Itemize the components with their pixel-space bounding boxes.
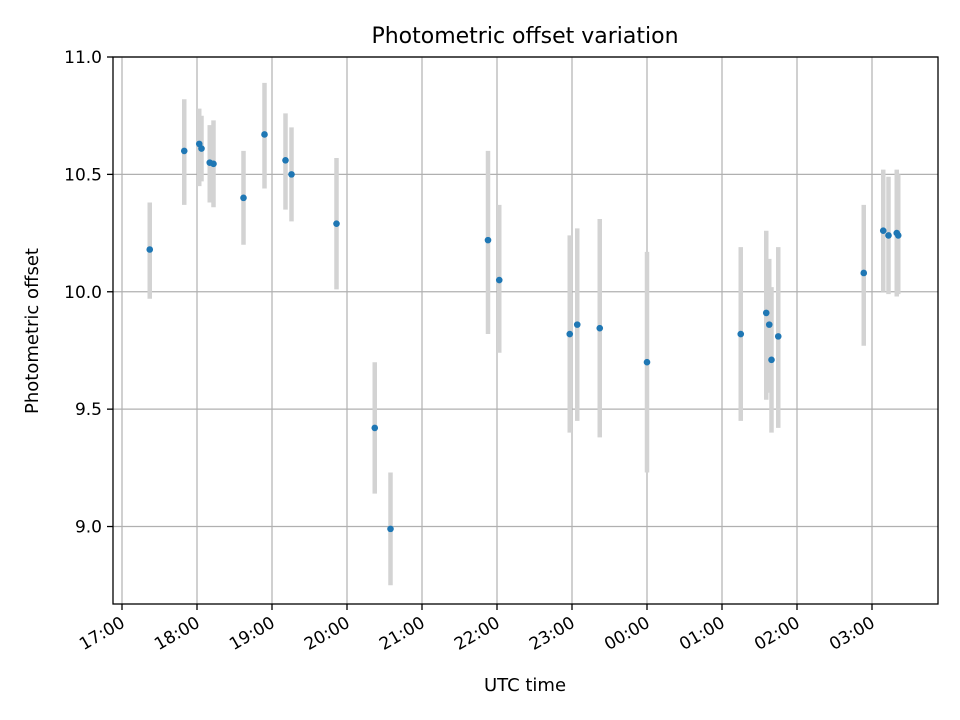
data-point <box>198 145 205 152</box>
data-point <box>894 232 902 239</box>
x-tick-label: 22:00 <box>451 613 503 655</box>
data-point <box>371 424 379 432</box>
y-axis-ticks: 9.0 9.5 10.0 10.5 11.0 <box>64 48 113 538</box>
data-point <box>573 321 581 328</box>
data-point <box>495 276 503 284</box>
data-point <box>288 171 295 178</box>
y-tick-label: 10.0 <box>64 283 102 303</box>
y-axis-label: Photometric offset <box>22 248 43 414</box>
y-tick-label: 9.5 <box>75 400 102 420</box>
y-tick-label: 11.0 <box>64 48 102 68</box>
data-point <box>885 232 892 239</box>
data-point <box>879 227 887 235</box>
y-tick-label: 9.0 <box>75 518 102 538</box>
data-points <box>146 131 902 533</box>
chart-title: Photometric offset variation <box>371 24 678 49</box>
plot-frame <box>112 56 939 605</box>
x-tick-label: 19:00 <box>226 613 278 655</box>
x-tick-label: 18:00 <box>151 613 203 655</box>
x-tick-label: 02:00 <box>751 613 803 655</box>
data-point <box>240 194 247 202</box>
x-tick-label: 03:00 <box>826 613 878 655</box>
data-point <box>860 269 868 277</box>
data-point <box>737 330 745 338</box>
data-point <box>333 220 340 227</box>
data-point <box>387 525 394 533</box>
data-point <box>762 309 770 317</box>
x-tick-label: 17:00 <box>76 613 128 655</box>
data-point <box>484 236 492 244</box>
y-tick-label: 10.5 <box>64 165 102 185</box>
x-tick-label: 00:00 <box>601 613 653 655</box>
data-point <box>282 156 289 164</box>
x-tick-label: 21:00 <box>376 613 428 655</box>
data-point <box>774 333 782 340</box>
data-point <box>180 147 188 155</box>
x-axis-label: UTC time <box>484 675 566 696</box>
x-tick-label: 20:00 <box>301 613 353 655</box>
data-point <box>261 131 268 138</box>
x-tick-label: 01:00 <box>676 613 728 655</box>
data-point <box>210 160 217 168</box>
x-tick-label: 23:00 <box>526 613 578 655</box>
data-point <box>596 324 604 332</box>
data-point <box>566 330 574 338</box>
error-bars <box>147 82 901 586</box>
data-point <box>643 358 651 366</box>
x-axis-ticks: 17:00 18:00 19:00 20:00 21:00 22:00 23:00 00:00… <box>76 604 879 655</box>
data-point <box>765 321 773 328</box>
data-point <box>768 356 775 364</box>
data-point <box>146 246 154 253</box>
grid <box>113 56 938 604</box>
